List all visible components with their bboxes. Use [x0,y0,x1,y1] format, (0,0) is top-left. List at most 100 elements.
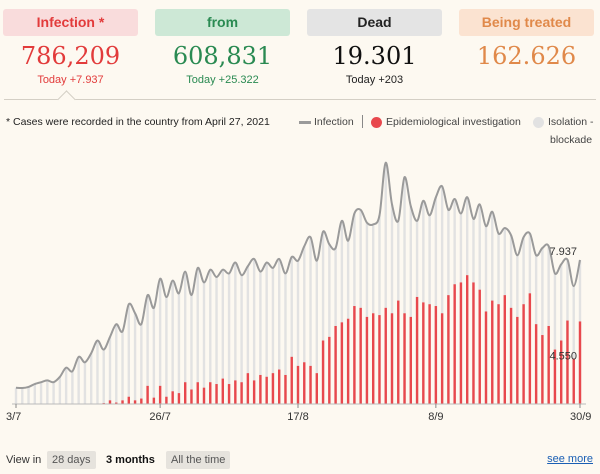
stat-infection[interactable]: Infection * 786,209 Today +7.937 [3,9,138,86]
isolation-bar [434,197,438,404]
epidemiological-bar [497,304,500,404]
isolation-bar [221,269,224,404]
stat-infection-delta: Today +7.937 [37,74,104,86]
range-3-months-button[interactable]: 3 months [101,451,160,469]
epidemiological-bar [340,322,344,404]
epidemiological-bar [296,365,300,404]
isolation-bar [403,177,406,404]
epidemiological-bar [209,382,212,404]
epidemiological-bar [146,385,149,404]
isolation-bar [440,186,444,404]
isolation-bar [146,295,149,404]
isolation-bar [140,324,143,404]
x-tick-label: 8/9 [428,411,443,423]
isolation-bar [83,362,87,404]
epidemiological-bar [409,316,412,404]
epidemiological-bar [572,358,575,404]
isolation-bar [133,313,137,404]
stat-dead-value: 19.301 [332,42,417,70]
x-tick-label: 17/8 [287,411,308,423]
isolation-bar [541,247,544,404]
epidemiological-bar [321,340,325,404]
epidemiological-bar [328,336,331,404]
stat-dead[interactable]: Dead 19.301 Today +203 [307,9,442,86]
stat-dead-delta: Today +203 [345,74,404,86]
isolation-bar [234,262,237,404]
epidemiological-bar [284,374,287,404]
legend-isolation-label[interactable]: Isolation - [548,116,594,128]
stat-treated[interactable]: Being treated 162.626 [459,9,594,74]
epidemiological-bar [403,313,406,404]
isolation-bar [108,336,112,404]
epidemiological-bar [534,324,538,404]
epidemiological-bar [127,396,130,404]
isolation-bar [115,324,118,404]
isolation-bar [46,380,49,404]
isolation-bar [14,387,18,404]
infection-last-value-label: 7.937 [549,246,577,258]
epidemiological-bar [440,313,444,404]
isolation-bar [284,273,287,404]
isolation-bar [271,267,275,404]
epidemiological-bar [278,369,281,404]
epidemiological-bar [227,384,231,404]
epidemiological-bar [428,304,431,404]
epidemiological-bar [397,300,400,404]
isolation-bar [296,260,300,404]
isolation-bar [202,282,206,404]
epidemiological-bar [315,373,318,404]
epidemiological-bar [516,316,519,404]
epidemiological-bar [541,335,544,404]
isolation-bar [39,382,43,404]
stat-recovered[interactable]: from 608,831 Today +25.322 [155,9,290,86]
isolation-bar [96,340,99,404]
legend-epidemiological-label[interactable]: Epidemiological investigation [386,116,521,128]
isolation-bar [390,204,394,404]
epidemiological-bar [372,313,375,404]
isolation-bar [52,382,55,404]
x-tick-label: 26/7 [149,411,170,423]
isolation-bar [309,237,312,404]
isolation-bar [553,273,557,404]
isolation-bar [572,286,575,404]
isolation-bar [58,376,62,404]
epidemiological-bar [478,289,481,404]
epidemiological-bar [171,391,174,404]
view-range-footer: View in 28 days 3 months All the time se… [0,448,600,474]
epidemiological-bar [491,300,494,404]
isolation-bar [152,307,156,404]
epidemiological-bar [196,382,199,404]
isolation-bar [340,220,344,404]
stat-infection-value: 786,209 [20,42,121,70]
epidemiological-bar [459,282,463,404]
isolation-bar [547,246,550,404]
epidemiological-bar [121,400,124,404]
isolation-bar [21,388,24,404]
epidemiological-bar [309,365,312,404]
epidemiological-bar [547,325,550,404]
epidemiological-bar [484,311,488,404]
epidemiological-bar [240,382,243,404]
epidemiological-bar [353,306,356,404]
chart-note: * Cases were recorded in the country fro… [6,116,270,128]
epidemiological-bar [252,380,256,404]
isolation-bar [246,266,250,404]
epidemiological-bar [560,340,563,404]
epidemiological-bar [202,387,206,404]
stat-recovered-label: from [155,9,290,36]
isolation-bar [127,304,130,404]
legend-infection-label[interactable]: Infection [314,116,354,128]
epidemiological-bar [566,320,569,404]
epidemiological-bar [221,378,224,404]
epidemiological-bar [259,374,262,404]
epidemiological-bar [115,402,118,404]
legend-isolation-label-2: blockade [550,134,593,146]
epidemiological-bar [234,380,237,404]
epidemiological-bar [334,325,337,404]
epidemiological-bar [422,302,425,404]
see-more-link[interactable]: see more [547,453,593,465]
range-all-time-button[interactable]: All the time [166,451,231,469]
range-28-days-button[interactable]: 28 days [47,451,96,469]
epidemiological-bar [215,384,218,404]
stat-infection-label: Infection * [3,9,138,36]
